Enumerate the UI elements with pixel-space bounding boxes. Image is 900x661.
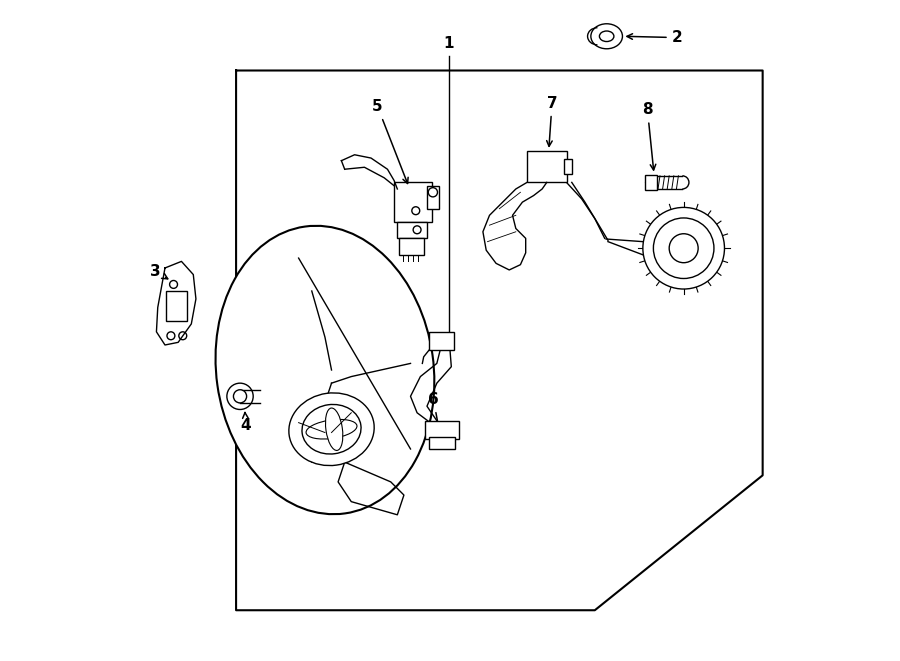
Circle shape (413, 226, 421, 234)
Circle shape (167, 332, 175, 340)
Bar (394, 182, 432, 222)
Bar (425, 420, 459, 439)
Circle shape (169, 280, 177, 288)
Circle shape (428, 188, 437, 197)
Bar (564, 159, 572, 174)
Bar (429, 332, 454, 350)
Ellipse shape (599, 31, 614, 42)
Text: 1: 1 (444, 36, 454, 51)
Ellipse shape (591, 24, 623, 49)
Text: 7: 7 (546, 96, 557, 146)
Bar (527, 151, 566, 182)
Text: 3: 3 (149, 264, 167, 279)
Ellipse shape (306, 420, 357, 439)
Ellipse shape (215, 226, 435, 514)
Circle shape (227, 383, 253, 409)
Bar (166, 291, 186, 321)
Bar (427, 186, 439, 209)
Circle shape (653, 218, 714, 278)
Text: 4: 4 (240, 412, 251, 434)
Text: 2: 2 (627, 30, 682, 45)
Ellipse shape (302, 405, 361, 454)
Bar (397, 222, 427, 239)
Bar (399, 239, 424, 254)
Text: 8: 8 (643, 102, 656, 170)
Circle shape (670, 234, 698, 262)
Ellipse shape (289, 393, 374, 465)
Text: 6: 6 (428, 392, 441, 432)
Circle shape (643, 208, 725, 289)
Circle shape (412, 207, 419, 215)
Circle shape (233, 390, 247, 403)
Bar (429, 437, 455, 449)
Circle shape (179, 332, 186, 340)
Bar (645, 175, 657, 190)
Text: 5: 5 (373, 99, 408, 184)
Ellipse shape (326, 408, 343, 450)
